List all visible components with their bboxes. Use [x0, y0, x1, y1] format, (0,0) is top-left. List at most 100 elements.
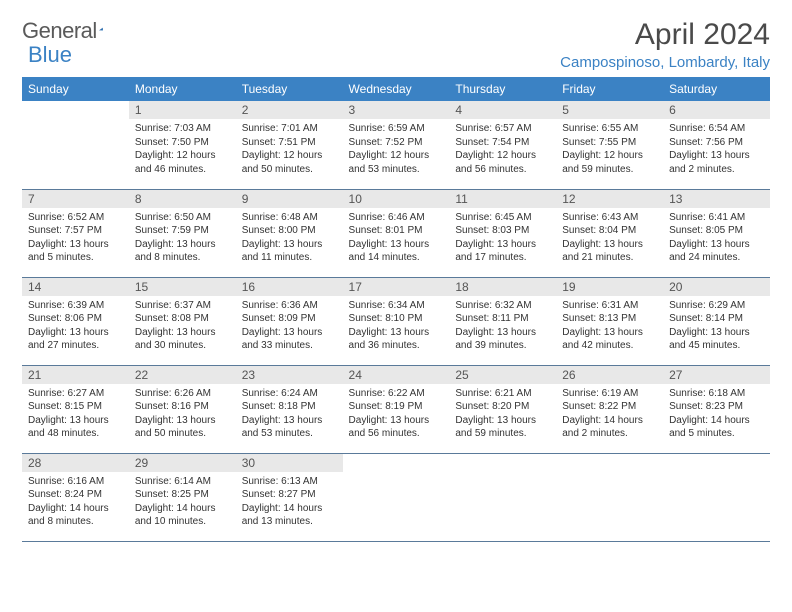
day-number: 5: [556, 101, 663, 119]
day-details: Sunrise: 6:22 AMSunset: 8:19 PMDaylight:…: [343, 384, 450, 443]
weekday-header: Monday: [129, 77, 236, 101]
logo-blue-wrap: Blue: [28, 42, 72, 68]
calendar-cell: 9Sunrise: 6:48 AMSunset: 8:00 PMDaylight…: [236, 189, 343, 277]
day-number: 18: [449, 278, 556, 296]
day-number: 6: [663, 101, 770, 119]
calendar-cell: 21Sunrise: 6:27 AMSunset: 8:15 PMDayligh…: [22, 365, 129, 453]
day-number: 20: [663, 278, 770, 296]
day-details: Sunrise: 6:34 AMSunset: 8:10 PMDaylight:…: [343, 296, 450, 355]
day-details: Sunrise: 7:01 AMSunset: 7:51 PMDaylight:…: [236, 119, 343, 178]
calendar-cell: 22Sunrise: 6:26 AMSunset: 8:16 PMDayligh…: [129, 365, 236, 453]
logo-triangle-icon: [99, 20, 104, 38]
calendar-week: 14Sunrise: 6:39 AMSunset: 8:06 PMDayligh…: [22, 277, 770, 365]
day-number: 19: [556, 278, 663, 296]
calendar-cell: 2Sunrise: 7:01 AMSunset: 7:51 PMDaylight…: [236, 101, 343, 189]
day-details: Sunrise: 6:14 AMSunset: 8:25 PMDaylight:…: [129, 472, 236, 531]
calendar-cell: 4Sunrise: 6:57 AMSunset: 7:54 PMDaylight…: [449, 101, 556, 189]
calendar-cell: 5Sunrise: 6:55 AMSunset: 7:55 PMDaylight…: [556, 101, 663, 189]
calendar-cell: 18Sunrise: 6:32 AMSunset: 8:11 PMDayligh…: [449, 277, 556, 365]
day-details: Sunrise: 6:27 AMSunset: 8:15 PMDaylight:…: [22, 384, 129, 443]
calendar-week: .1Sunrise: 7:03 AMSunset: 7:50 PMDayligh…: [22, 101, 770, 189]
calendar-page: General April 2024 Campospinoso, Lombard…: [0, 0, 792, 560]
calendar-cell: 26Sunrise: 6:19 AMSunset: 8:22 PMDayligh…: [556, 365, 663, 453]
calendar-cell: 25Sunrise: 6:21 AMSunset: 8:20 PMDayligh…: [449, 365, 556, 453]
day-details: Sunrise: 6:13 AMSunset: 8:27 PMDaylight:…: [236, 472, 343, 531]
day-number: 17: [343, 278, 450, 296]
day-number: 12: [556, 190, 663, 208]
day-details: Sunrise: 6:36 AMSunset: 8:09 PMDaylight:…: [236, 296, 343, 355]
weekday-header: Tuesday: [236, 77, 343, 101]
day-number: 2: [236, 101, 343, 119]
day-details: Sunrise: 6:18 AMSunset: 8:23 PMDaylight:…: [663, 384, 770, 443]
weekday-row: SundayMondayTuesdayWednesdayThursdayFrid…: [22, 77, 770, 101]
calendar-cell: 29Sunrise: 6:14 AMSunset: 8:25 PMDayligh…: [129, 453, 236, 541]
day-number: 23: [236, 366, 343, 384]
calendar-cell: .: [556, 453, 663, 541]
calendar-cell: 3Sunrise: 6:59 AMSunset: 7:52 PMDaylight…: [343, 101, 450, 189]
day-details: Sunrise: 6:29 AMSunset: 8:14 PMDaylight:…: [663, 296, 770, 355]
day-number: 4: [449, 101, 556, 119]
calendar-cell: 20Sunrise: 6:29 AMSunset: 8:14 PMDayligh…: [663, 277, 770, 365]
calendar-week: 21Sunrise: 6:27 AMSunset: 8:15 PMDayligh…: [22, 365, 770, 453]
month-title: April 2024: [560, 18, 770, 52]
calendar-cell: 28Sunrise: 6:16 AMSunset: 8:24 PMDayligh…: [22, 453, 129, 541]
weekday-header: Thursday: [449, 77, 556, 101]
day-number: 29: [129, 454, 236, 472]
calendar-cell: .: [663, 453, 770, 541]
calendar-cell: 13Sunrise: 6:41 AMSunset: 8:05 PMDayligh…: [663, 189, 770, 277]
calendar-table: SundayMondayTuesdayWednesdayThursdayFrid…: [22, 77, 770, 542]
weekday-header: Saturday: [663, 77, 770, 101]
calendar-cell: 10Sunrise: 6:46 AMSunset: 8:01 PMDayligh…: [343, 189, 450, 277]
day-number: 14: [22, 278, 129, 296]
calendar-cell: 7Sunrise: 6:52 AMSunset: 7:57 PMDaylight…: [22, 189, 129, 277]
day-number: 10: [343, 190, 450, 208]
day-number: 13: [663, 190, 770, 208]
day-number: 15: [129, 278, 236, 296]
day-details: Sunrise: 6:59 AMSunset: 7:52 PMDaylight:…: [343, 119, 450, 178]
day-details: Sunrise: 6:26 AMSunset: 8:16 PMDaylight:…: [129, 384, 236, 443]
day-details: Sunrise: 6:43 AMSunset: 8:04 PMDaylight:…: [556, 208, 663, 267]
day-number: 7: [22, 190, 129, 208]
logo: General: [22, 18, 125, 44]
calendar-cell: 24Sunrise: 6:22 AMSunset: 8:19 PMDayligh…: [343, 365, 450, 453]
day-details: Sunrise: 6:48 AMSunset: 8:00 PMDaylight:…: [236, 208, 343, 267]
calendar-cell: 6Sunrise: 6:54 AMSunset: 7:56 PMDaylight…: [663, 101, 770, 189]
calendar-week: 28Sunrise: 6:16 AMSunset: 8:24 PMDayligh…: [22, 453, 770, 541]
day-number: 9: [236, 190, 343, 208]
calendar-cell: 8Sunrise: 6:50 AMSunset: 7:59 PMDaylight…: [129, 189, 236, 277]
calendar-cell: 16Sunrise: 6:36 AMSunset: 8:09 PMDayligh…: [236, 277, 343, 365]
calendar-cell: .: [449, 453, 556, 541]
calendar-cell: .: [343, 453, 450, 541]
calendar-cell: 14Sunrise: 6:39 AMSunset: 8:06 PMDayligh…: [22, 277, 129, 365]
logo-text-2: Blue: [28, 42, 72, 67]
day-details: Sunrise: 6:41 AMSunset: 8:05 PMDaylight:…: [663, 208, 770, 267]
day-details: Sunrise: 6:19 AMSunset: 8:22 PMDaylight:…: [556, 384, 663, 443]
calendar-cell: 23Sunrise: 6:24 AMSunset: 8:18 PMDayligh…: [236, 365, 343, 453]
calendar-cell: 12Sunrise: 6:43 AMSunset: 8:04 PMDayligh…: [556, 189, 663, 277]
weekday-header: Wednesday: [343, 77, 450, 101]
day-details: Sunrise: 6:24 AMSunset: 8:18 PMDaylight:…: [236, 384, 343, 443]
day-number: 3: [343, 101, 450, 119]
calendar-cell: 17Sunrise: 6:34 AMSunset: 8:10 PMDayligh…: [343, 277, 450, 365]
weekday-header: Friday: [556, 77, 663, 101]
day-details: Sunrise: 6:39 AMSunset: 8:06 PMDaylight:…: [22, 296, 129, 355]
day-number: 25: [449, 366, 556, 384]
calendar-body: . 1Sunrise: 7:03 AMSunset: 7:50 PMDayligh…: [22, 101, 770, 541]
day-number: 22: [129, 366, 236, 384]
calendar-cell: 27Sunrise: 6:18 AMSunset: 8:23 PMDayligh…: [663, 365, 770, 453]
location-label: Campospinoso, Lombardy, Italy: [560, 54, 770, 71]
day-details: Sunrise: 6:55 AMSunset: 7:55 PMDaylight:…: [556, 119, 663, 178]
calendar-week: 7Sunrise: 6:52 AMSunset: 7:57 PMDaylight…: [22, 189, 770, 277]
day-details: Sunrise: 6:37 AMSunset: 8:08 PMDaylight:…: [129, 296, 236, 355]
day-details: Sunrise: 6:45 AMSunset: 8:03 PMDaylight:…: [449, 208, 556, 267]
day-number: 24: [343, 366, 450, 384]
day-number: 28: [22, 454, 129, 472]
day-number: 27: [663, 366, 770, 384]
calendar-cell: 1Sunrise: 7:03 AMSunset: 7:50 PMDaylight…: [129, 101, 236, 189]
day-details: Sunrise: 6:21 AMSunset: 8:20 PMDaylight:…: [449, 384, 556, 443]
calendar-cell: 30Sunrise: 6:13 AMSunset: 8:27 PMDayligh…: [236, 453, 343, 541]
weekday-header: Sunday: [22, 77, 129, 101]
day-details: Sunrise: 6:52 AMSunset: 7:57 PMDaylight:…: [22, 208, 129, 267]
day-number: 16: [236, 278, 343, 296]
day-number: 8: [129, 190, 236, 208]
